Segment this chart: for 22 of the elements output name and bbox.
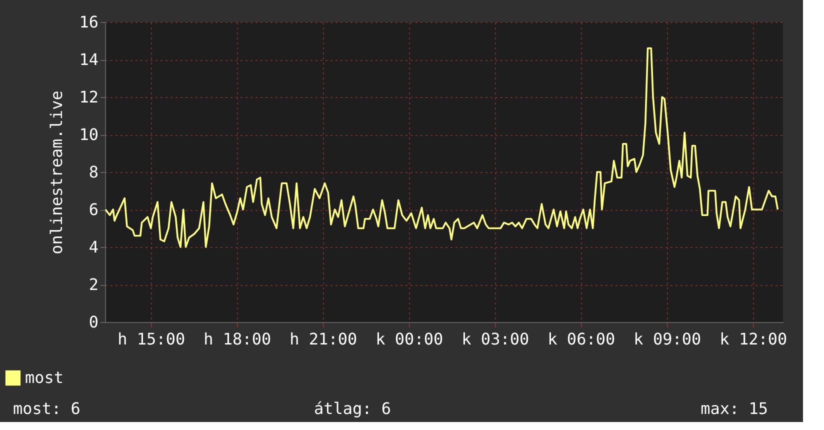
text: max: 15: [700, 399, 768, 418]
y-tick-label: 8: [88, 162, 98, 182]
x-tick-label: k 12:00: [720, 330, 788, 348]
y-axis-title: onlinestream.live: [47, 90, 66, 254]
x-tick-label: h 18:00: [204, 330, 272, 348]
x-tick-label: k 09:00: [634, 330, 702, 348]
y-tick-label: 4: [88, 238, 98, 256]
x-tick-label: k 03:00: [462, 330, 530, 348]
y-tick-label: 14: [79, 50, 98, 69]
y-tick-label: 6: [88, 200, 98, 219]
text: most: 6: [13, 399, 80, 418]
y-tick-label: 10: [79, 125, 98, 144]
x-tick-label: k 06:00: [548, 330, 616, 348]
x-tick-label: h 15:00: [118, 330, 186, 348]
y-tick-label: 16: [79, 12, 98, 32]
text: átlag: 6: [314, 399, 392, 418]
legend-label: most: [25, 368, 64, 387]
y-tick-label: 12: [79, 88, 98, 106]
x-tick-label: h 21:00: [290, 330, 358, 348]
y-tick-label: 0: [88, 312, 98, 332]
y-tick-label: 2: [88, 275, 98, 294]
x-tick-label: k 00:00: [376, 330, 444, 348]
